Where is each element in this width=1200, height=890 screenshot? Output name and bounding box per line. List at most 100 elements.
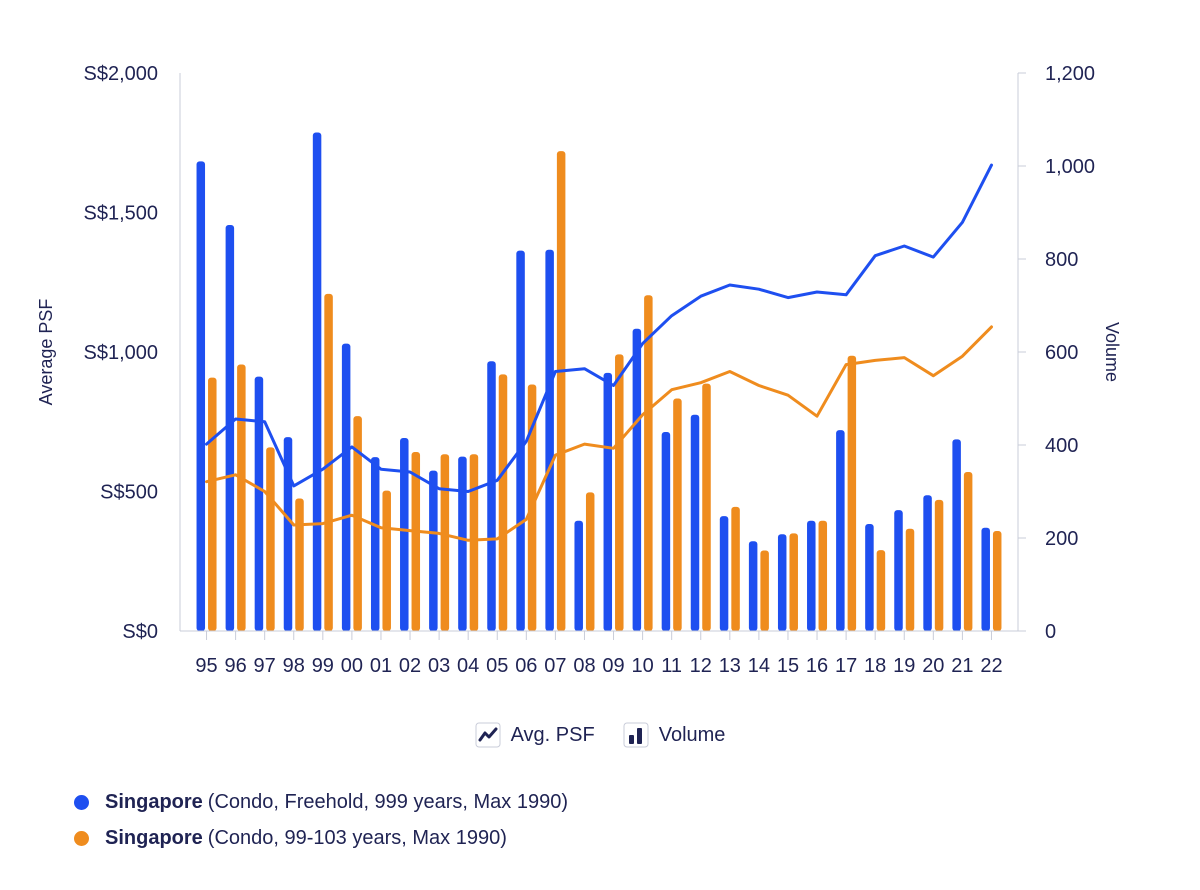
x-tick-label: 98 <box>283 655 305 677</box>
volume-bar-leasehold[interactable] <box>847 355 857 631</box>
legend-volume[interactable]: Volume <box>623 722 726 748</box>
volume-bar-freehold[interactable] <box>312 132 322 631</box>
volume-bar-freehold[interactable] <box>836 430 845 631</box>
x-tick-label: 13 <box>719 655 741 677</box>
volume-bar-leasehold[interactable] <box>585 492 595 631</box>
series-legend: Singapore (Condo, Freehold, 999 years, M… <box>74 784 568 856</box>
volume-bar-freehold[interactable] <box>400 438 409 631</box>
series-name: Singapore <box>105 790 203 813</box>
x-tick-label: 06 <box>515 655 537 677</box>
volume-bar-freehold[interactable] <box>254 376 264 631</box>
x-tick-label: 04 <box>457 655 479 677</box>
volume-bar-leasehold[interactable] <box>818 520 828 631</box>
x-tick-label: 07 <box>544 655 566 677</box>
x-tick-label: 17 <box>835 655 857 677</box>
legend-avg-psf[interactable]: Avg. PSF <box>475 722 595 748</box>
x-tick-label: 19 <box>893 655 915 677</box>
y-right-tick-label: 1,000 <box>1045 156 1095 178</box>
volume-bar-leasehold[interactable] <box>469 454 479 631</box>
x-tick-label: 05 <box>486 655 508 677</box>
volume-bar-leasehold[interactable] <box>324 293 333 631</box>
volume-bar-freehold[interactable] <box>952 439 961 631</box>
x-tick-label: 08 <box>573 655 595 677</box>
volume-bar-freehold[interactable] <box>603 372 613 631</box>
volume-bar-leasehold[interactable] <box>934 499 944 631</box>
series-legend-item-freehold[interactable]: Singapore (Condo, Freehold, 999 years, M… <box>74 784 568 820</box>
avg-psf-line-leasehold[interactable] <box>205 325 993 542</box>
avg-psf-line-freehold[interactable] <box>205 163 993 493</box>
series-detail: (Condo, 99-103 years, Max 1990) <box>207 826 507 849</box>
volume-bar-leasehold[interactable] <box>992 531 1002 631</box>
x-tick-label: 22 <box>980 655 1002 677</box>
volume-bar-leasehold[interactable] <box>905 528 915 631</box>
series-detail: (Condo, Freehold, 999 years, Max 1990) <box>207 790 568 813</box>
volume-bar-leasehold[interactable] <box>702 383 711 631</box>
volume-bar-leasehold[interactable] <box>411 451 421 631</box>
volume-bar-freehold[interactable] <box>807 520 816 631</box>
y-right-tick-label: 400 <box>1045 435 1078 457</box>
x-tick-label: 16 <box>806 655 828 677</box>
line-chart-icon <box>475 722 501 748</box>
volume-bar-leasehold[interactable] <box>382 490 391 631</box>
volume-bar-leasehold[interactable] <box>440 454 450 631</box>
chart-type-legend: Avg. PSF Volume <box>0 722 1200 748</box>
volume-bar-freehold[interactable] <box>225 225 235 631</box>
volume-bar-freehold[interactable] <box>458 456 467 631</box>
volume-bar-freehold[interactable] <box>341 343 351 631</box>
volume-bar-freehold[interactable] <box>545 249 554 631</box>
x-tick-label: 95 <box>195 655 217 677</box>
volume-bar-leasehold[interactable] <box>556 151 566 631</box>
bar-chart-icon <box>623 722 649 748</box>
volume-bar-freehold[interactable] <box>487 361 496 631</box>
volume-bar-freehold[interactable] <box>574 520 583 631</box>
y-left-tick-label: S$500 <box>100 482 158 504</box>
series-color-dot <box>74 830 89 846</box>
volume-bar-freehold[interactable] <box>894 510 903 631</box>
y-right-axis-title: Volume <box>1102 322 1122 382</box>
x-tick-label: 97 <box>254 655 276 677</box>
volume-bar-leasehold[interactable] <box>295 498 304 631</box>
volume-bar-freehold[interactable] <box>516 250 525 631</box>
y-left-tick-label: S$2,000 <box>83 63 158 85</box>
combo-chart: S$0S$500S$1,000S$1,500S$2,00002004006008… <box>36 63 1122 677</box>
volume-bar-leasehold[interactable] <box>760 550 769 631</box>
volume-bar-freehold[interactable] <box>748 541 758 631</box>
series-color-dot <box>74 794 89 810</box>
y-left-tick-label: S$1,000 <box>83 342 158 364</box>
volume-bar-leasehold[interactable] <box>615 354 624 631</box>
y-left-tick-label: S$0 <box>122 621 158 643</box>
y-right-tick-label: 0 <box>1045 621 1056 643</box>
volume-bar-leasehold[interactable] <box>673 398 682 632</box>
volume-bar-freehold[interactable] <box>690 414 700 631</box>
volume-bar-leasehold[interactable] <box>237 364 246 631</box>
volume-bar-freehold[interactable] <box>981 527 990 631</box>
x-tick-label: 02 <box>399 655 421 677</box>
volume-bar-leasehold[interactable] <box>266 447 275 631</box>
volume-bar-freehold[interactable] <box>632 328 642 631</box>
y-left-axis-title: Average PSF <box>36 299 56 406</box>
volume-bar-freehold[interactable] <box>370 457 380 631</box>
x-tick-label: 15 <box>777 655 799 677</box>
x-tick-label: 21 <box>951 655 973 677</box>
y-right-tick-label: 600 <box>1045 342 1078 364</box>
volume-bar-leasehold[interactable] <box>208 377 217 631</box>
volume-bar-leasehold[interactable] <box>789 533 798 631</box>
x-tick-label: 03 <box>428 655 450 677</box>
volume-bar-leasehold[interactable] <box>876 550 886 631</box>
volume-bar-leasehold[interactable] <box>963 471 973 631</box>
volume-bar-freehold[interactable] <box>429 470 438 631</box>
volume-bar-freehold[interactable] <box>661 431 671 631</box>
volume-bar-leasehold[interactable] <box>731 506 740 631</box>
volume-bar-freehold[interactable] <box>196 161 206 631</box>
volume-bar-freehold[interactable] <box>283 437 293 631</box>
volume-bar-leasehold[interactable] <box>644 295 653 631</box>
volume-bar-leasehold[interactable] <box>498 374 508 631</box>
volume-bar-freehold[interactable] <box>719 516 729 631</box>
volume-bar-leasehold[interactable] <box>353 416 362 631</box>
legend-volume-label: Volume <box>658 723 726 746</box>
volume-bar-freehold[interactable] <box>923 495 932 631</box>
series-legend-item-leasehold[interactable]: Singapore (Condo, 99-103 years, Max 1990… <box>74 820 568 856</box>
volume-bar-freehold[interactable] <box>777 534 787 631</box>
volume-bar-freehold[interactable] <box>865 524 874 631</box>
x-tick-label: 01 <box>370 655 392 677</box>
